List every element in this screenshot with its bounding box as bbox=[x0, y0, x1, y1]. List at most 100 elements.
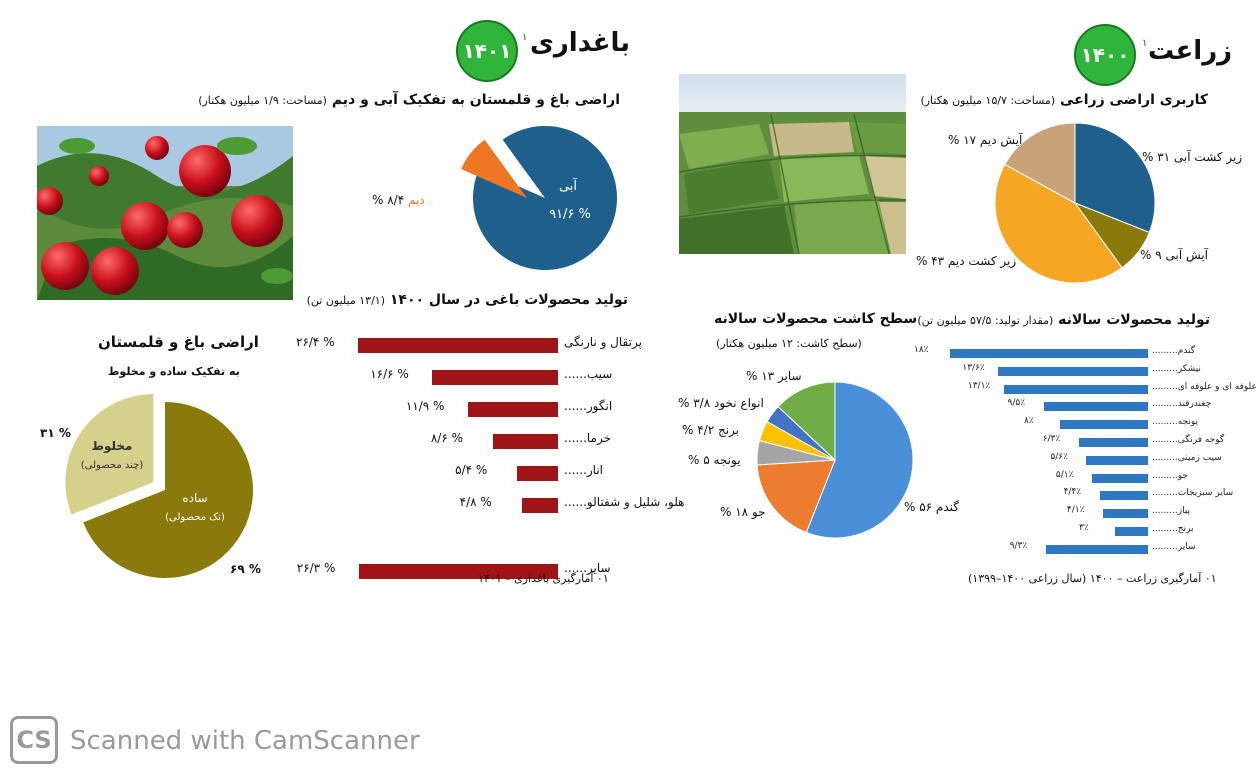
orchard-type-makhlut-value: ۳۱ % bbox=[40, 426, 71, 440]
crop-bar-value: ۳٪ bbox=[1079, 523, 1089, 533]
orchard-bar-category: هلو، شلیل و شفتالو...... bbox=[564, 495, 685, 509]
slice-note-sadeh: (تک محصولی) bbox=[165, 512, 225, 523]
crop-production-title: تولید محصولات سالانه (مقدار تولید: ۵۷/۵ … bbox=[917, 312, 1210, 328]
orchard-header-title: باغداری bbox=[530, 28, 631, 58]
crop-bar bbox=[1086, 455, 1148, 465]
farm-land-use-pie bbox=[994, 122, 1156, 284]
pie-slice-zirkesht-abi bbox=[1074, 122, 1156, 234]
orchard-type-pie: ساده (تک محصولی) مخلوط (چند محصولی) bbox=[65, 394, 253, 578]
orchard-bar bbox=[467, 402, 558, 417]
orchard-bar bbox=[492, 434, 558, 449]
crop-bar-category: سایر سبزیجات......... bbox=[1152, 488, 1234, 499]
land-use-label-ayesh-deym: آیش دیم ۱۷ % bbox=[948, 133, 1023, 147]
orchard-footnote: ۰۱ آمارگیری باغداری – ۱۴۰۱ bbox=[478, 572, 609, 585]
crop-area-label-sayer: سایر ۱۳ % bbox=[746, 369, 802, 383]
slice-label-sadeh: ساده bbox=[182, 491, 207, 505]
orchard-bar bbox=[358, 338, 558, 353]
crop-bar-category: گوجه فرنگی......... bbox=[1152, 435, 1225, 445]
orchard-water-pie: آبی ۹۱/۶ % bbox=[461, 126, 617, 270]
camscanner-text: Scanned with CamScanner bbox=[70, 726, 420, 756]
crop-area-label-nokhod: انواع نخود ۳/۸ % bbox=[678, 396, 764, 410]
orchard-bar-category: انار...... bbox=[564, 463, 604, 477]
crop-bar-value: ۴/۱٪ bbox=[1066, 505, 1085, 516]
orchard-bar-value: ۱۶/۶ % bbox=[370, 367, 409, 381]
crop-area-label-jo: جو ۱۸ % bbox=[720, 505, 766, 519]
orchard-bar-category: سیب...... bbox=[564, 367, 613, 381]
crop-bar-value: ۶/۳٪ bbox=[1042, 434, 1061, 444]
crop-area-label-gandom: گندم ۵۶ % bbox=[904, 500, 959, 514]
crop-bar-category: یونجه......... bbox=[1152, 417, 1199, 428]
crop-area-pie bbox=[756, 381, 914, 539]
orchard-bar-value: ۴/۸ % bbox=[459, 495, 492, 509]
crop-bar-value: ۵/۱٪ bbox=[1055, 469, 1074, 480]
orchard-bar bbox=[521, 498, 558, 513]
orchard-bar-value: ۸/۶ % bbox=[430, 431, 463, 445]
land-use-label-zirkesht-abi: زیر کشت آبی ۳۱ % bbox=[1142, 150, 1243, 164]
crop-bar-value: ۸٪ bbox=[1024, 416, 1034, 427]
farm-header-title: زراعت bbox=[1148, 36, 1233, 66]
pie-slice-jo bbox=[756, 459, 836, 534]
crop-bar-value: ۹/۵٪ bbox=[1007, 398, 1026, 409]
crop-area-label-berenj: برنج ۴/۲ % bbox=[682, 423, 740, 437]
crop-bar bbox=[1078, 438, 1148, 447]
crop-bar bbox=[998, 366, 1148, 376]
orchard-water-deym-label: دیم ۸/۴ % bbox=[372, 193, 425, 207]
land-use-label-zirkesht-deym: زیر کشت دیم ۴۳ % bbox=[916, 254, 1017, 268]
crop-bar bbox=[950, 349, 1148, 358]
orchard-type-sadeh-value: ۶۹ % bbox=[230, 562, 261, 576]
pie-slice-gandom bbox=[805, 381, 914, 539]
crop-production-bars: گندم......... ۱۸٪ نیشکر......... ۱۳/۶٪ ذرت ع… bbox=[914, 345, 1260, 556]
orchard-bar bbox=[358, 564, 558, 579]
crop-bar bbox=[1099, 491, 1148, 501]
orchard-bar-value: ۱۱/۹ % bbox=[405, 399, 445, 413]
crop-bar-category: سیب زمینی......... bbox=[1152, 452, 1222, 463]
farm-year-badge: ۱۴۰۰ bbox=[1074, 24, 1136, 86]
orchard-products-bars: پرتقال و نارنگی ۲۶/۴ % سیب...... ۱۶/۶ % انگو… bbox=[290, 335, 685, 579]
crop-bar-category: نیشکر......... bbox=[1152, 363, 1201, 374]
crop-bar-category: ذرت علوفه ای و علوفه ای......... bbox=[1152, 381, 1260, 392]
pie-slice-deym bbox=[461, 139, 527, 198]
orchard-bar bbox=[517, 466, 558, 481]
pie-slice-abi bbox=[473, 126, 617, 270]
slice-value-abi: ۹۱/۶ % bbox=[549, 207, 591, 222]
crop-bar-category: برنج......... bbox=[1152, 524, 1194, 534]
pie-slice-makhlut bbox=[65, 394, 154, 515]
crop-area-subtitle: (سطح کاشت: ۱۲ میلیون هکتار) bbox=[716, 337, 862, 350]
orchard-bar-value: ۵/۴ % bbox=[455, 463, 488, 477]
crop-bar bbox=[1102, 509, 1148, 519]
farmland-photo bbox=[679, 74, 906, 254]
crop-bar-value: ۵/۶٪ bbox=[1050, 451, 1068, 462]
orchard-bar-category: سایر...... bbox=[564, 561, 611, 575]
orchard-products-title: تولید محصولات باغی در سال ۱۴۰۰ (۱۳/۱ میل… bbox=[306, 292, 628, 308]
orchard-bar-category: انگور...... bbox=[564, 399, 613, 413]
crop-area-title: سطح کاشت محصولات سالانه bbox=[714, 311, 918, 327]
orchard-year-badge: ۱۴۰۱ bbox=[456, 20, 518, 82]
apple-photo bbox=[37, 126, 293, 300]
camscanner-logo: CS bbox=[10, 716, 58, 764]
crop-bar-category: چغندرقند......... bbox=[1152, 399, 1212, 410]
orchard-bar-value: ۲۶/۴ % bbox=[296, 335, 335, 349]
crop-bar-value: ۴/۴٪ bbox=[1063, 487, 1082, 498]
crop-bar bbox=[1003, 384, 1148, 394]
orchard-header-note: ۱ bbox=[522, 32, 528, 43]
crop-bar-category: سایر......... bbox=[1152, 541, 1196, 552]
orchard-type-subtitle: به تفکیک ساده و مخلوط bbox=[108, 365, 240, 378]
crop-area-label-yonjeh: یونجه ۵ % bbox=[688, 453, 741, 467]
pie-slice-sadeh bbox=[83, 402, 253, 578]
crop-bar-value: ۱۳/۶٪ bbox=[962, 362, 985, 373]
orchard-bar-value: ۲۶/۳ % bbox=[296, 561, 336, 575]
orchard-bar bbox=[432, 370, 558, 385]
orchard-bar-category: پرتقال و نارنگی bbox=[564, 335, 642, 349]
pie-slice-ayesh-deym bbox=[1004, 122, 1076, 204]
crop-bar bbox=[1091, 473, 1148, 483]
slice-note-makhlut: (چند محصولی) bbox=[81, 460, 144, 471]
crop-bar-category: گندم......... bbox=[1152, 346, 1196, 356]
crop-bar bbox=[1060, 420, 1148, 430]
slice-label-abi: آبی bbox=[559, 177, 578, 194]
farm-header-note: ۱ bbox=[1142, 38, 1148, 49]
orchard-water-title: اراضی باغ و قلمستان به تفکیک آبی و دیم (… bbox=[198, 92, 620, 108]
slice-label-makhlut: مخلوط bbox=[92, 439, 133, 454]
farm-land-use-title: کاربری اراضی زراعی (مساحت: ۱۵/۷ میلیون ه… bbox=[920, 92, 1208, 108]
crop-bar bbox=[1045, 544, 1148, 554]
orchard-bar-category: خرما...... bbox=[564, 431, 612, 445]
